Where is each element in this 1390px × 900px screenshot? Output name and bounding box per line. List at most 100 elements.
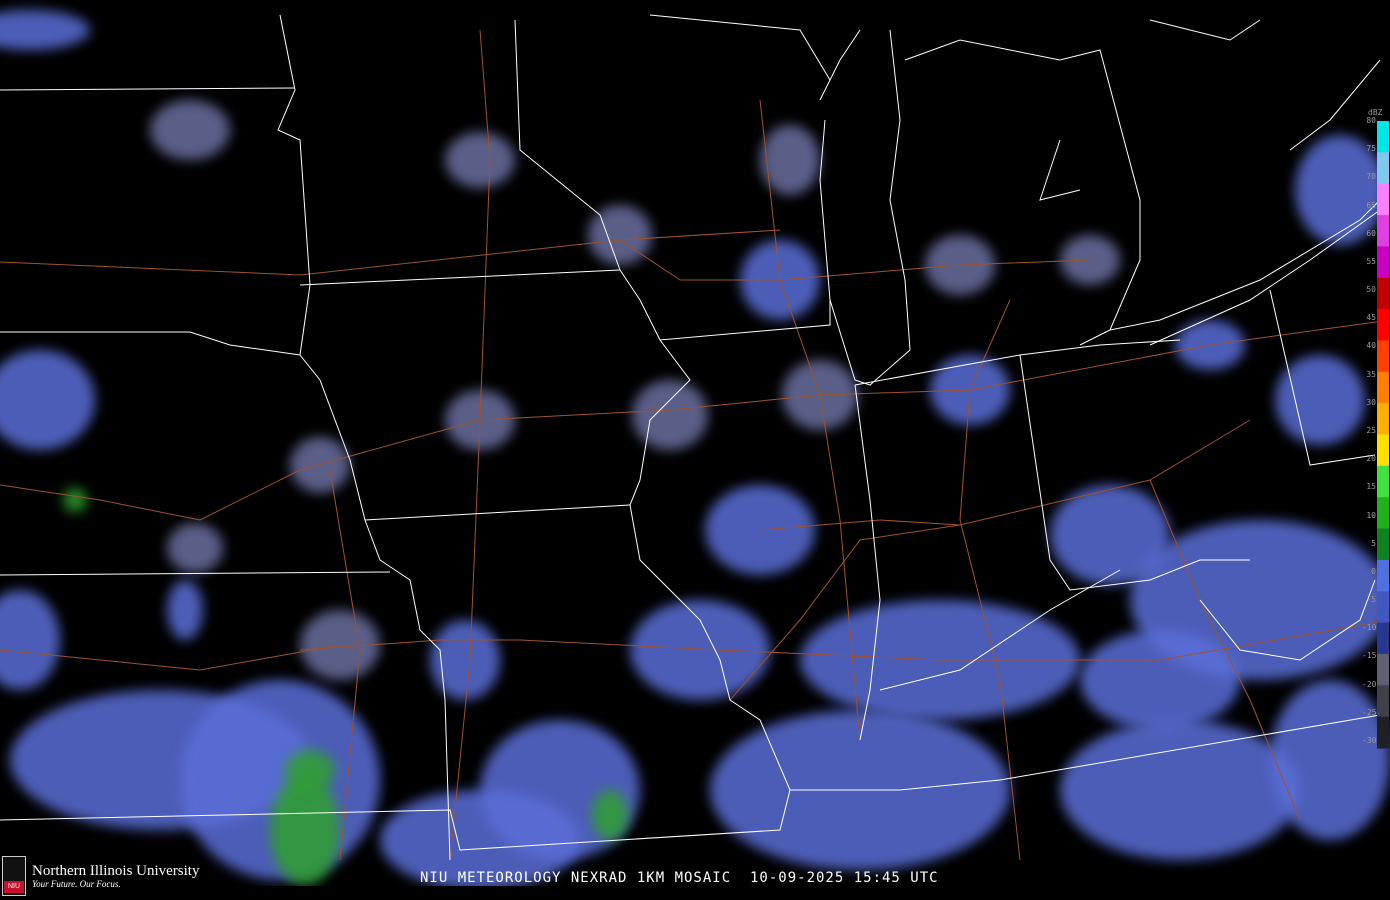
- highway: [0, 319, 1390, 521]
- highway: [0, 644, 341, 671]
- colorbar-label: 80: [1366, 116, 1376, 125]
- radar-echo: [760, 125, 820, 195]
- niu-shield-icon: NIU: [2, 856, 26, 896]
- border-line: [299, 284, 631, 521]
- state-borders: [0, 14, 1381, 861]
- highway: [299, 619, 1390, 661]
- radar-echo: [0, 350, 95, 450]
- colorbar-unit: dBZ: [1368, 108, 1383, 117]
- border-line: [364, 519, 451, 861]
- colorbar-swatch: [1377, 152, 1389, 185]
- border-line: [819, 29, 911, 386]
- colorbar-label: 25: [1366, 426, 1376, 435]
- colorbar-swatch: [1377, 246, 1389, 279]
- colorbar-swatch: [1377, 403, 1389, 435]
- radar-echo: [1080, 630, 1240, 730]
- radar-echo: [0, 590, 60, 690]
- radar-echo-moderate: [63, 488, 87, 512]
- border-line: [299, 269, 621, 286]
- colorbar-label: 30: [1366, 397, 1376, 407]
- highway: [959, 299, 1021, 861]
- highway: [619, 239, 1091, 281]
- highway: [759, 99, 861, 741]
- highway: [0, 229, 781, 276]
- colorbar-label: 15: [1366, 482, 1376, 492]
- radar-echo: [1270, 680, 1390, 840]
- colorbar-label: 5: [1371, 538, 1376, 548]
- radar-echo: [167, 580, 203, 640]
- border-line: [1149, 19, 1261, 41]
- colorbar-label: 45: [1366, 313, 1376, 323]
- highways: [0, 29, 1390, 861]
- border-line: [277, 14, 311, 286]
- colorbar-swatch: [1377, 277, 1389, 310]
- colorbar-label: 50: [1366, 285, 1376, 295]
- colorbar-swatch: [1377, 371, 1389, 404]
- border-line: [854, 339, 1181, 386]
- highway: [759, 519, 961, 531]
- map-title: NIU METEOROLOGY NEXRAD 1KM MOSAIC 10-09-…: [420, 870, 939, 886]
- border-line: [1019, 354, 1250, 591]
- colorbar-swatch: [1377, 716, 1389, 749]
- colorbar-label: 20: [1366, 454, 1376, 464]
- colorbar-label: -20: [1362, 679, 1377, 689]
- colorbar-label: 65: [1366, 200, 1376, 210]
- colorbar-label: 55: [1366, 256, 1376, 266]
- border-line: [629, 339, 691, 506]
- radar-echo-moderate: [285, 750, 335, 790]
- radar-echo: [380, 790, 580, 890]
- radar-echo: [1275, 355, 1365, 445]
- radar-echo: [0, 10, 90, 50]
- colorbar-label: 35: [1366, 369, 1376, 379]
- colorbar-label: -10: [1362, 623, 1377, 633]
- border-line: [0, 87, 296, 91]
- radar-echo-moderate: [270, 775, 340, 885]
- border-line: [819, 29, 861, 101]
- colorbar-swatch: [1377, 685, 1389, 718]
- radar-echo: [588, 205, 652, 265]
- colorbar-swatch: [1377, 183, 1389, 216]
- border-line: [629, 504, 791, 791]
- border-line: [1149, 209, 1381, 346]
- border-line: [854, 384, 881, 741]
- border-line: [1269, 289, 1376, 466]
- border-line: [649, 14, 831, 81]
- radar-echo: [445, 132, 515, 188]
- colorbar-swatch: [1377, 215, 1389, 247]
- colorbar-swatch: [1377, 622, 1389, 655]
- colorbar-label: -5: [1366, 595, 1376, 605]
- radar-echo: [632, 380, 708, 450]
- border-line: [1289, 59, 1381, 151]
- colorbar-label: -15: [1362, 651, 1377, 661]
- colorbar-swatch: [1377, 434, 1389, 467]
- colorbar-swatch: [1377, 559, 1389, 592]
- radar-echo: [167, 523, 223, 573]
- colorbar-label: 40: [1366, 341, 1376, 351]
- border-line: [1199, 579, 1376, 661]
- border-line: [1039, 139, 1081, 201]
- colorbar-label: 0: [1371, 566, 1376, 576]
- logo-tagline: Your Future. Our Focus.: [32, 878, 121, 889]
- logo-badge: NIU: [4, 881, 24, 893]
- radar-echo-moderate: [592, 790, 628, 840]
- radar-echo: [1060, 720, 1300, 860]
- colorbar-swatch: [1377, 309, 1389, 341]
- border-line: [904, 39, 1141, 346]
- border-line: [0, 571, 391, 576]
- colorbar-swatch: [1377, 528, 1389, 561]
- niu-logo: NIU Northern Illinois University Your Fu…: [2, 856, 199, 896]
- dbz-colorbar: [1377, 121, 1389, 749]
- colorbar-swatch: [1377, 591, 1389, 624]
- border-line: [0, 714, 1381, 851]
- highway: [1149, 479, 1301, 821]
- colorbar-label: 60: [1366, 228, 1376, 238]
- border-line: [1109, 199, 1381, 331]
- radar-echo: [290, 437, 350, 493]
- colorbar-swatch: [1377, 121, 1389, 153]
- colorbar-swatch: [1377, 497, 1389, 530]
- colorbar-label: 75: [1366, 144, 1376, 154]
- radar-echo: [630, 600, 770, 700]
- highway: [729, 419, 1251, 701]
- colorbar-label: -25: [1362, 707, 1377, 717]
